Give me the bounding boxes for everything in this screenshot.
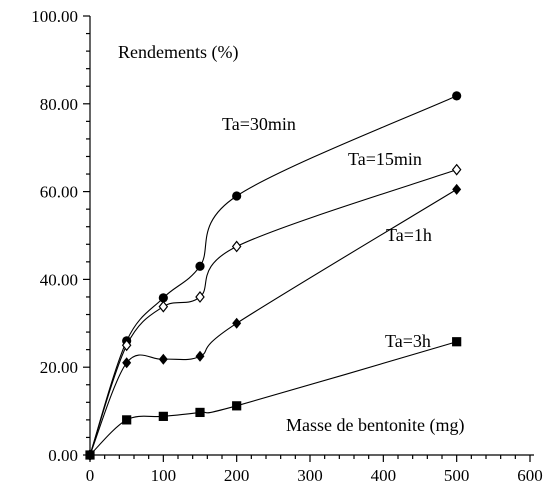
data-point-circle bbox=[452, 91, 462, 101]
data-point-diamond bbox=[195, 350, 205, 362]
data-point-square bbox=[85, 450, 95, 460]
axes: 0 100 200 300 400 500 600 0.00 20.00 40.00 60.00 80… bbox=[31, 7, 543, 485]
x-tick-label: 300 bbox=[297, 466, 323, 485]
data-point-square bbox=[122, 415, 132, 425]
data-point-diamond bbox=[122, 357, 132, 369]
data-point-square bbox=[452, 337, 462, 347]
data-point-diamond bbox=[232, 317, 242, 329]
data-point-circle bbox=[158, 293, 168, 303]
x-tick-label: 0 bbox=[86, 466, 95, 485]
series-line bbox=[89, 169, 457, 456]
data-point-circle bbox=[195, 261, 205, 271]
series-label-ta-1h: Ta=1h bbox=[386, 225, 432, 245]
y-tick-label: 20.00 bbox=[40, 358, 78, 377]
y-tick-label: 60.00 bbox=[40, 183, 78, 202]
markers bbox=[85, 91, 462, 461]
x-tick-label: 600 bbox=[517, 466, 543, 485]
data-point-open-diamond bbox=[451, 163, 462, 176]
data-point-square bbox=[195, 407, 205, 418]
data-point-square bbox=[158, 411, 168, 421]
data-point-open-diamond bbox=[195, 290, 205, 303]
y-axis-label: Rendements (%) bbox=[118, 42, 238, 63]
data-point-open-diamond bbox=[158, 300, 169, 313]
series-line bbox=[89, 341, 457, 456]
x-tick-label: 200 bbox=[224, 466, 250, 485]
y-tick-label: 40.00 bbox=[40, 270, 78, 289]
data-point-diamond bbox=[158, 353, 168, 365]
data-point-diamond bbox=[452, 183, 462, 195]
data-point-square bbox=[232, 401, 242, 411]
series-label-ta-3h: Ta=3h bbox=[385, 331, 431, 351]
data-point-open-diamond bbox=[121, 339, 132, 352]
x-tick-label: 500 bbox=[444, 466, 470, 485]
x-tick-label: 100 bbox=[151, 466, 177, 485]
y-tick-label: 80.00 bbox=[40, 95, 78, 114]
data-point-open-diamond bbox=[231, 240, 242, 253]
y-tick-label: 0.00 bbox=[48, 446, 78, 465]
series-label-ta-30min: Ta=30min bbox=[222, 114, 296, 134]
series-label-ta-15min: Ta=15min bbox=[348, 149, 422, 169]
x-axis-label: Masse de bentonite (mg) bbox=[286, 415, 464, 436]
x-tick-label: 400 bbox=[371, 466, 397, 485]
data-point-circle bbox=[232, 191, 242, 201]
y-tick-label: 100.00 bbox=[31, 7, 78, 26]
